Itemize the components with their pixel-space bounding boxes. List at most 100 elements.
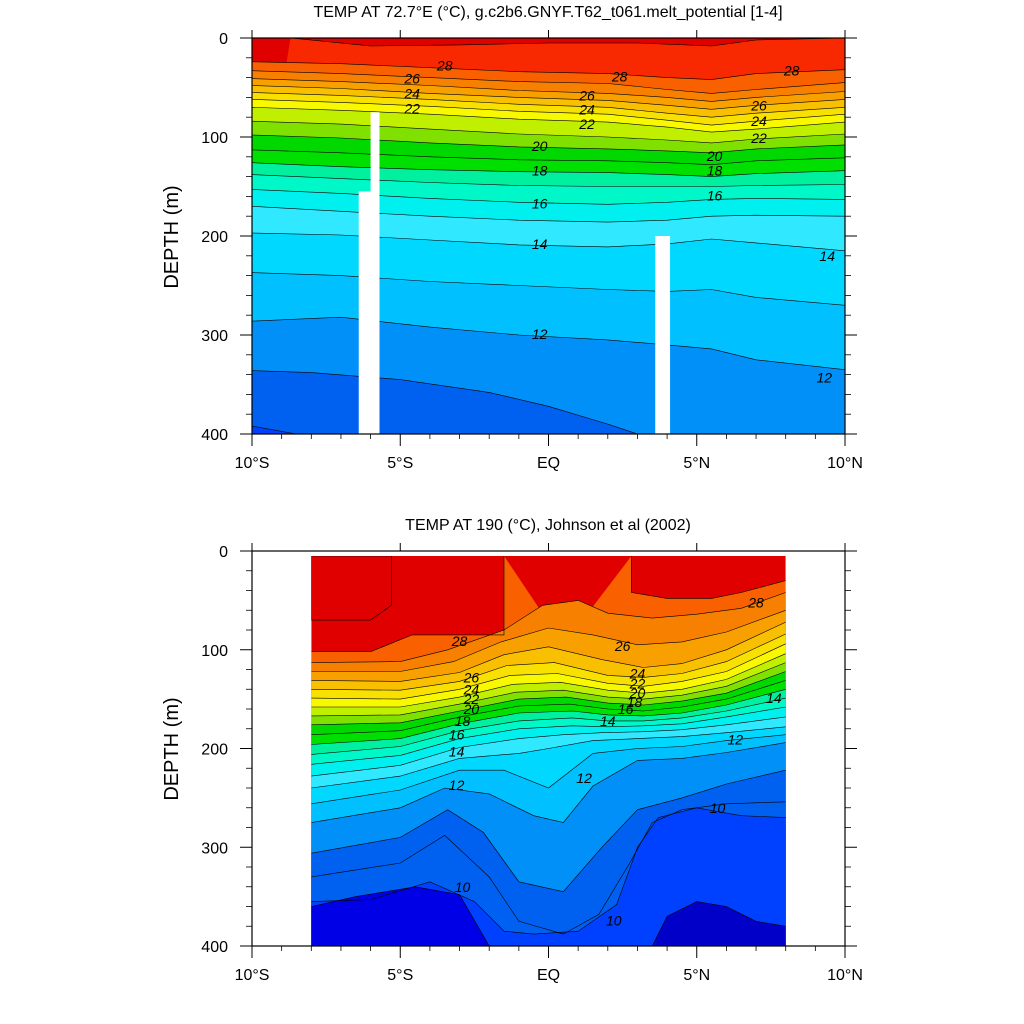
- model-contour-label: 14: [532, 236, 548, 252]
- observed-isotherm-line: [311, 633, 786, 691]
- observed-isotherm-line: [311, 807, 786, 935]
- model-missing-data-mask: [655, 236, 671, 434]
- model-contour-label: 16: [532, 195, 548, 211]
- model-y-tick-label: 300: [201, 328, 228, 345]
- observed-y-tick-label: 300: [201, 840, 228, 857]
- model-depth-axis-label: DEPTH (m): [161, 185, 183, 288]
- model-x-tick-label: 10°N: [827, 455, 863, 472]
- observed-isotherm-line: [311, 621, 786, 682]
- observed-isotherm-line: [311, 886, 490, 946]
- observed-contour-label: 10: [606, 912, 622, 928]
- observed-contour-label: 28: [747, 594, 764, 610]
- model-contour-label: 24: [578, 101, 595, 117]
- model-contour-label: 12: [816, 370, 832, 386]
- observed-contour-label: 10: [455, 879, 471, 895]
- model-contour-label: 20: [706, 148, 723, 164]
- observed-contour-label: 12: [576, 770, 592, 786]
- observed-contour-label: 24: [629, 665, 646, 681]
- observed-contour-label: 18: [455, 713, 471, 729]
- model-isotherm-line: [290, 38, 845, 47]
- model-contour-label: 18: [707, 163, 723, 179]
- observed-isotherm-line: [311, 610, 786, 672]
- model-y-tick-label: 200: [201, 229, 228, 246]
- observed-y-tick-label: 0: [219, 544, 228, 561]
- model-contour-label: 22: [750, 130, 767, 146]
- observed-contour-label: 10: [710, 800, 726, 816]
- model-contour-label: 26: [578, 87, 595, 103]
- model-y-tick-label: 0: [219, 31, 228, 48]
- model-temperature-field: [252, 38, 845, 434]
- observed-contour-label: 18: [627, 694, 643, 710]
- observed-isotherm-band: [311, 555, 392, 621]
- observed-isotherm-band: [652, 901, 786, 946]
- model-contour-label: 28: [611, 69, 628, 85]
- observed-contour-label: 20: [629, 685, 646, 701]
- observed-contour-label: 26: [614, 638, 631, 654]
- model-isotherm-line: [252, 61, 845, 80]
- model-isotherm-line: [252, 107, 845, 133]
- observed-isotherm-line: [311, 643, 786, 700]
- model-isotherm-line: [252, 149, 845, 166]
- observed-contour-label: 24: [463, 681, 480, 697]
- observed-contour-label: 14: [766, 690, 782, 706]
- model-isotherm-line: [252, 70, 845, 94]
- observed-isotherm-line: [311, 653, 786, 708]
- model-isotherm-line: [252, 120, 845, 144]
- observed-temperature-field: [311, 555, 786, 946]
- observed-isotherm-line: [311, 689, 786, 745]
- observed-isotherm-line: [311, 697, 786, 755]
- model-y-tick-label: 400: [201, 427, 228, 444]
- observed-isotherm-line: [652, 901, 786, 946]
- observed-contour-label: 28: [451, 633, 468, 649]
- observed-isotherm-line: [311, 662, 786, 717]
- observed-isotherm-band: [311, 886, 490, 946]
- observed-contour-label: 20: [463, 701, 480, 717]
- model-x-tick-label: 5°S: [387, 455, 413, 472]
- model-isotherm-line: [252, 370, 845, 434]
- observed-isotherm-line: [311, 680, 786, 735]
- model-panel-title: TEMP AT 72.7°E (°C), g.c2b6.GNYF.T62_t06…: [313, 4, 782, 21]
- observed-isotherm-line: [311, 592, 786, 663]
- model-contour-label: 16: [707, 187, 723, 203]
- observed-contour-label: 22: [629, 675, 646, 691]
- observed-contour-label: 26: [463, 669, 480, 685]
- observed-contour-label: 22: [463, 691, 480, 707]
- model-contour-label: 14: [819, 248, 835, 264]
- model-missing-data-mask: [370, 112, 380, 434]
- model-contour-label: 20: [531, 138, 548, 154]
- model-isotherm-line: [252, 99, 845, 126]
- model-contour-label: 26: [750, 97, 767, 113]
- model-isotherm-line: [252, 162, 845, 177]
- observed-isotherm-line: [311, 671, 786, 726]
- model-contour-label: 24: [403, 85, 420, 101]
- observed-depth-axis-label: DEPTH (m): [161, 697, 183, 800]
- observed-contour-label: 16: [449, 727, 465, 743]
- model-contour-label: 26: [403, 71, 420, 87]
- observed-contour-label: 14: [600, 713, 616, 729]
- observed-panel-title: TEMP AT 190 (°C), Johnson et al (2002): [405, 517, 691, 534]
- observed-contour-label: 12: [728, 732, 744, 748]
- model-contour-label: 28: [436, 58, 453, 74]
- observed-isotherm-line: [311, 555, 392, 621]
- observed-x-tick-label: 10°N: [827, 967, 863, 984]
- model-isotherm-line: [252, 425, 297, 434]
- observed-x-tick-label: 5°N: [683, 967, 710, 984]
- observed-y-tick-label: 100: [201, 643, 228, 660]
- model-isotherm-line: [252, 134, 845, 154]
- model-isotherm-band: [252, 370, 845, 434]
- model-x-tick-label: EQ: [537, 455, 560, 472]
- model-y-tick-label: 100: [201, 130, 228, 147]
- model-contour-label: 18: [532, 163, 548, 179]
- observed-isotherm-line: [311, 555, 505, 652]
- model-isotherm-line: [252, 78, 845, 102]
- observed-isotherm-line: [631, 555, 786, 599]
- model-x-tick-label: 5°N: [683, 455, 710, 472]
- model-isotherm-line: [252, 85, 845, 110]
- model-temperature-panel: TEMP AT 72.7°E (°C), g.c2b6.GNYF.T62_t06…: [161, 4, 863, 472]
- observed-contour-label: 12: [449, 777, 465, 793]
- observed-isotherm-line: [311, 769, 786, 893]
- observed-contour-label: 14: [449, 743, 465, 759]
- observed-y-tick-label: 400: [201, 939, 228, 956]
